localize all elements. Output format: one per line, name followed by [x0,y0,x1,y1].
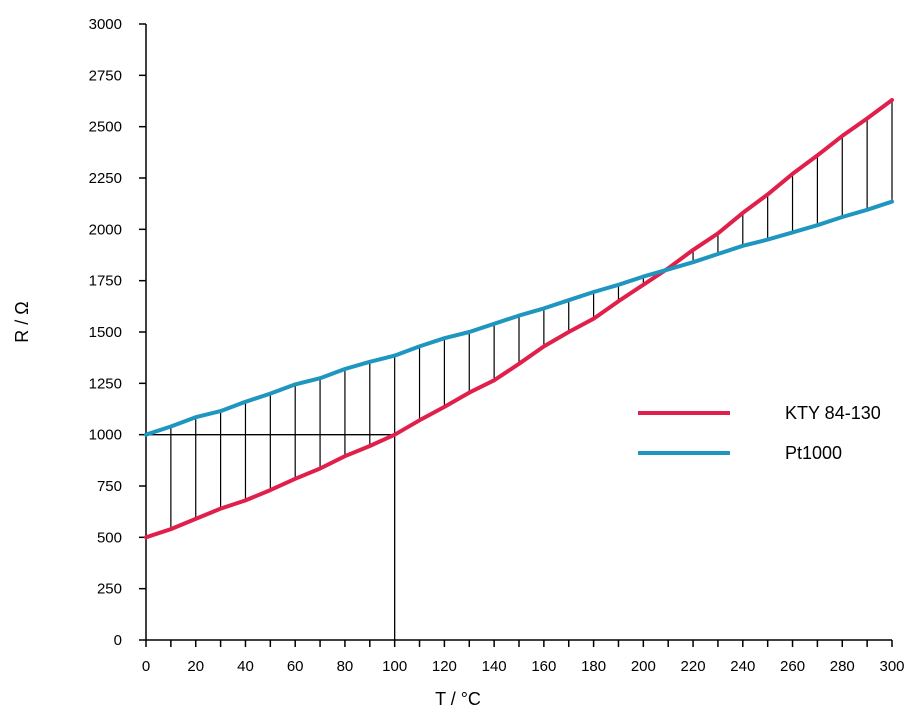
y-tick-label: 2750 [89,67,122,84]
legend-label-kty84-130: KTY 84-130 [785,403,881,423]
y-tick-label: 1750 [89,273,122,290]
y-tick-label: 3000 [89,16,122,33]
x-tick-label: 100 [382,658,407,675]
x-tick-label: 180 [581,658,606,675]
x-tick-label: 0 [142,658,150,675]
x-tick-label: 120 [432,658,457,675]
x-tick-label: 300 [879,658,904,675]
y-tick-label: 2250 [89,170,122,187]
x-axis-title: T / °C [435,689,481,709]
legend: KTY 84-130 Pt1000 [638,403,881,463]
x-tick-label: 40 [237,658,254,675]
x-tick-label: 240 [730,658,755,675]
x-tick-label: 140 [482,658,507,675]
x-tick-label: 280 [830,658,855,675]
y-tick-label: 250 [97,581,122,598]
series-line-kty-84-130 [144,98,894,540]
x-tick-label: 220 [681,658,706,675]
y-tick-label: 500 [97,529,122,546]
y-tick-label: 2000 [89,221,122,238]
legend-label-pt1000: Pt1000 [785,443,842,463]
series-lines [144,98,894,540]
y-tick-label: 1000 [89,427,122,444]
y-tick-label: 750 [97,478,122,495]
x-tick-label: 160 [531,658,556,675]
series-line-pt1000 [144,199,894,437]
y-tick-label: 0 [114,632,122,649]
y-tick-label: 1500 [89,324,122,341]
hatch-lines [170,99,893,530]
y-tick-label: 1250 [89,375,122,392]
axes [139,23,893,647]
x-tick-label: 80 [337,658,354,675]
x-tick-label: 260 [780,658,805,675]
y-tick-label: 2500 [89,119,122,136]
tick-labels: 0250500750100012501500175020002250250027… [89,16,905,675]
x-tick-label: 200 [631,658,656,675]
y-axis-title: R / Ω [12,301,32,342]
x-tick-label: 60 [287,658,304,675]
x-tick-label: 20 [187,658,204,675]
reference-lines [146,434,396,640]
